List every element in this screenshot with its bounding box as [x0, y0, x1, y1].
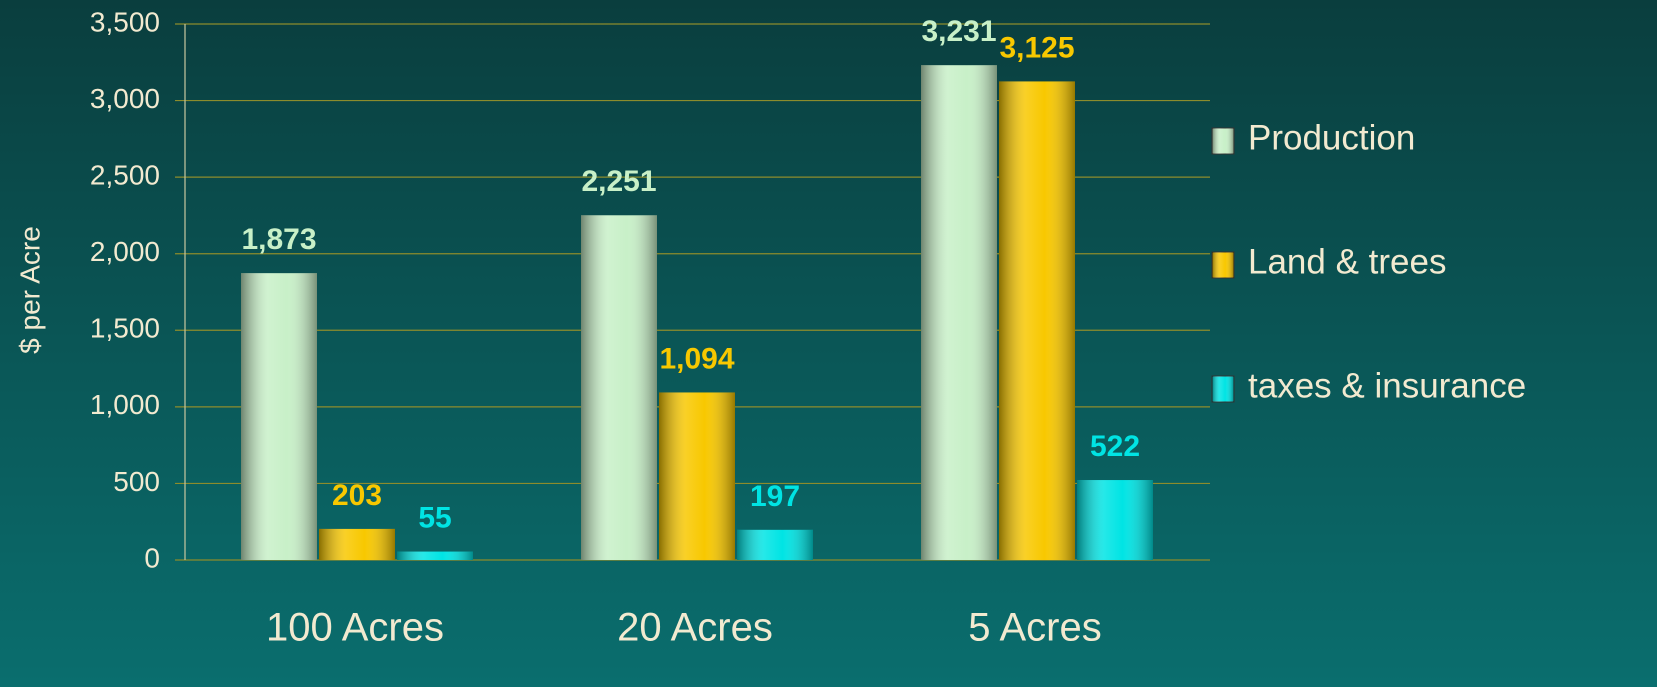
- y-axis-label: $ per Acre: [14, 226, 45, 354]
- y-tick-label: 500: [113, 466, 160, 497]
- x-tick-label: 100 Acres: [266, 606, 444, 650]
- bar-shade: [999, 81, 1075, 560]
- bar-shade: [319, 528, 395, 560]
- value-label: 3,125: [999, 31, 1074, 64]
- legend-swatch-shade: [1212, 128, 1234, 154]
- value-label: 197: [750, 480, 800, 513]
- y-tick-label: 1,000: [90, 389, 160, 420]
- bar-shade: [241, 273, 317, 560]
- y-tick-label: 0: [144, 542, 160, 573]
- y-tick-label: 2,500: [90, 160, 160, 191]
- value-label: 1,094: [659, 342, 734, 375]
- value-label: 55: [418, 501, 451, 534]
- bar-shade: [659, 392, 735, 560]
- legend-swatch-shade: [1212, 376, 1234, 402]
- y-tick-label: 2,000: [90, 236, 160, 267]
- bar-shade: [1077, 480, 1153, 560]
- x-tick-label: 20 Acres: [617, 606, 773, 650]
- bar-shade: [581, 215, 657, 560]
- legend-label: taxes & insurance: [1248, 366, 1526, 405]
- value-label: 2,251: [581, 165, 656, 198]
- bar-shade: [921, 65, 997, 560]
- legend-label: Production: [1248, 118, 1415, 157]
- y-tick-label: 3,000: [90, 83, 160, 114]
- value-label: 1,873: [241, 223, 316, 256]
- bar-shade: [737, 529, 813, 560]
- value-label: 522: [1090, 430, 1140, 463]
- bar-shade: [397, 551, 473, 560]
- value-label: 3,231: [921, 15, 996, 48]
- x-tick-label: 5 Acres: [968, 606, 1101, 650]
- y-tick-label: 1,500: [90, 313, 160, 344]
- value-label: 203: [332, 479, 382, 512]
- legend-label: Land & trees: [1248, 242, 1446, 281]
- legend-swatch-shade: [1212, 252, 1234, 278]
- y-tick-label: 3,500: [90, 6, 160, 37]
